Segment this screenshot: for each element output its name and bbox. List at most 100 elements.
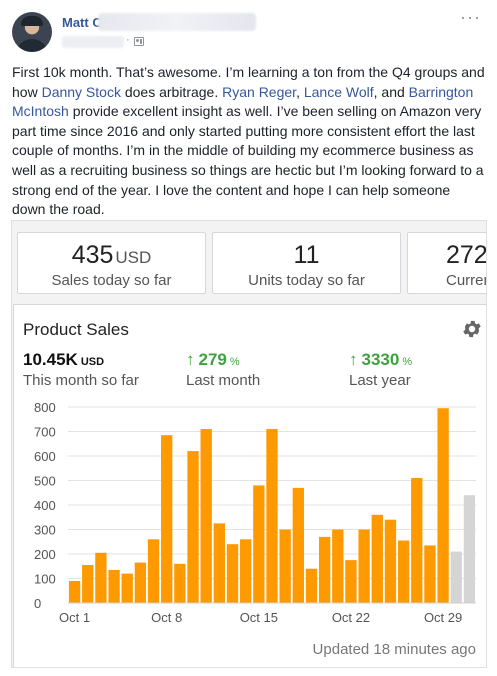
tile-value: 272 (408, 241, 487, 270)
y-tick-label: 500 (34, 474, 56, 489)
mention-link[interactable]: Danny Stock (41, 83, 121, 100)
card-title: Product Sales (23, 320, 129, 339)
redacted-name (98, 13, 256, 31)
avatar-cap (21, 16, 43, 26)
stat-last-year: ↑ 3330% Last year (349, 350, 412, 389)
tile-number: 11 (293, 241, 320, 269)
mention-link[interactable]: Lance Wolf (303, 83, 374, 100)
stat-unit: USD (80, 356, 105, 368)
bar (371, 514, 383, 603)
bar (147, 539, 160, 603)
y-tick-label: 0 (34, 596, 41, 611)
author-avatar[interactable] (12, 12, 52, 52)
bar (292, 487, 304, 603)
x-tick-label: Oct 22 (332, 610, 370, 625)
tile-number: 435 (71, 241, 114, 269)
bar (318, 536, 331, 603)
post-text-segment: , (296, 83, 304, 100)
product-sales-card: Product Sales 10.45K USD This month so fa… (13, 304, 486, 667)
bar (345, 560, 357, 603)
bar (437, 408, 449, 603)
stat-value: ↑ 279% (186, 350, 260, 370)
bar (121, 573, 133, 603)
bar (200, 429, 212, 603)
bar (134, 562, 147, 603)
stat-label: Last year (349, 372, 411, 389)
dashboard-background: 435 USD Sales today so far 11 Units today… (12, 221, 487, 667)
y-tick-label: 100 (34, 572, 56, 587)
stat-this-month: 10.45K USD This month so far (23, 350, 139, 389)
audience-icon[interactable] (134, 37, 144, 46)
bar (82, 565, 94, 603)
x-tick-label: Oct 1 (59, 610, 90, 625)
stat-number: 10.45K (23, 350, 78, 369)
bar (174, 563, 186, 603)
bar-future (463, 495, 476, 603)
mention-link[interactable]: Ryan Reger (222, 83, 297, 100)
gear-icon[interactable] (461, 318, 483, 340)
bar (332, 529, 344, 603)
tile-label: Units today so far (248, 272, 365, 289)
stat-number: 279 (198, 350, 227, 369)
bar (384, 519, 397, 603)
bar (213, 523, 226, 603)
bar (411, 478, 423, 603)
stat-unit: % (402, 356, 413, 368)
stat-last-month: ↑ 279% Last month (186, 350, 260, 389)
attached-screenshot[interactable]: 435 USD Sales today so far 11 Units today… (11, 220, 487, 668)
tile-value: 11 (213, 241, 400, 270)
post-text-segment: , and (373, 83, 409, 100)
y-tick-label: 200 (34, 547, 56, 562)
bar (226, 544, 239, 603)
bar (68, 580, 81, 603)
tile-sales-today: 435 USD Sales today so far (17, 232, 206, 294)
bar (397, 540, 410, 603)
stat-unit: % (229, 356, 240, 368)
stat-number: 3330 (361, 350, 400, 369)
stat-value: 10.45K USD (23, 350, 139, 370)
more-options-icon[interactable]: ··· (460, 7, 481, 27)
post-text-segment: First 10k month. That’s awesome. I’m lea… (12, 64, 485, 100)
x-tick-label: Oct 15 (240, 610, 278, 625)
y-tick-label: 700 (34, 425, 56, 440)
post-text-segment: provide excellent insight as well. I’ve … (12, 103, 484, 218)
bar-future (450, 551, 462, 603)
redacted-timestamp (62, 36, 124, 48)
stat-label: This month so far (23, 372, 139, 389)
author-name[interactable]: Matt C (62, 15, 102, 30)
sales-bar-chart: 0 100 200 300 400 500 600 700 800 Oct 1 Oct 8 Oct 1… (34, 400, 476, 625)
y-tick-label: 300 (34, 523, 56, 538)
stat-label: Last month (186, 372, 261, 389)
bar (95, 552, 107, 603)
stat-value: ↑ 3330% (349, 350, 412, 370)
tile-number: 272 (446, 241, 487, 269)
tile-unit: USD (115, 248, 152, 267)
tile-label: Curren (446, 272, 486, 289)
up-arrow-icon: ↑ (186, 350, 195, 369)
bar (253, 485, 265, 603)
post-body: First 10k month. That’s awesome. I’m lea… (12, 63, 486, 220)
bar (187, 451, 199, 603)
bar (108, 569, 120, 603)
tile-units-today: 11 Units today so far (212, 232, 401, 294)
bar (358, 529, 370, 603)
x-tick-label: Oct 8 (151, 610, 182, 625)
x-tick-label: Oct 29 (424, 610, 462, 625)
bar (305, 568, 318, 603)
bar (161, 435, 173, 603)
bar (266, 429, 278, 603)
mention-link[interactable]: Barrington McIntosh (12, 83, 474, 120)
up-arrow-icon: ↑ (349, 350, 358, 369)
bar (279, 529, 291, 603)
bar (240, 539, 252, 603)
y-tick-label: 800 (34, 400, 56, 415)
tile-current: 272 Curren (407, 232, 487, 294)
tile-value: 435 USD (18, 241, 205, 270)
meta-separator: · (126, 34, 130, 46)
avatar-body (16, 39, 48, 52)
post-text-segment: does arbitrage. (120, 83, 223, 100)
tile-label: Sales today so far (51, 272, 172, 289)
bar (424, 545, 436, 603)
updated-timestamp: Updated 18 minutes ago (312, 641, 476, 658)
